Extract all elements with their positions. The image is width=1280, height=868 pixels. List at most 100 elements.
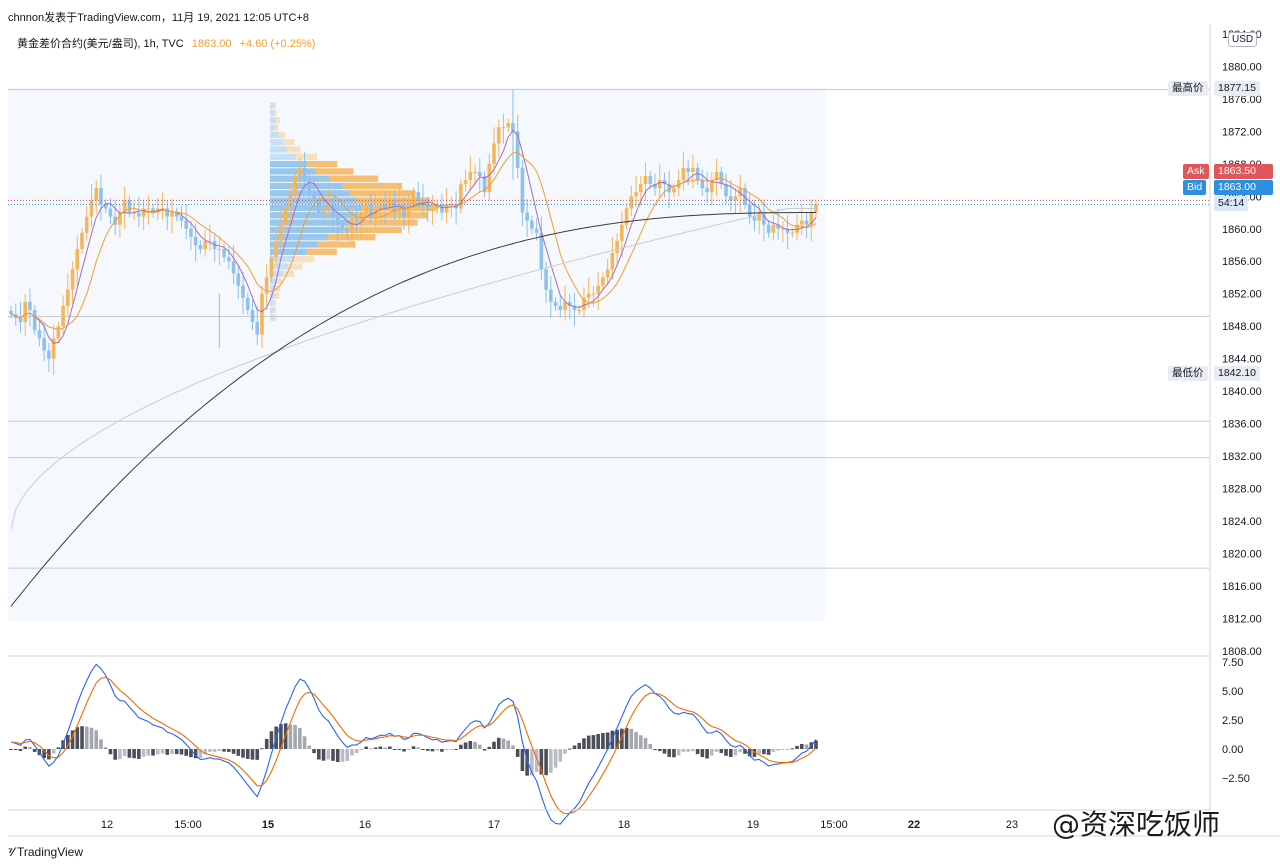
symbol-title: 黄金差价合约(美元/盎司), 1h, TVC [17, 38, 184, 50]
candle-body [563, 301, 567, 310]
macd-histogram-bar [473, 741, 477, 749]
candle-body [236, 273, 241, 286]
macd-histogram-bar [227, 749, 231, 752]
macd-histogram-bar [94, 730, 99, 749]
macd-histogram-bar [634, 732, 638, 749]
volume-profile-bar-down [270, 314, 274, 321]
volume-profile-bar-up [356, 212, 428, 219]
macd-histogram-bar [316, 749, 321, 760]
macd-histogram-bar [638, 735, 643, 749]
candle-body [444, 204, 449, 213]
symbol-legend[interactable]: 黄金差价合约(美元/盎司), 1h, TVC 1863.00 +4.60 (+0… [17, 35, 315, 51]
volume-profile-bar-down [270, 131, 279, 139]
time-axis[interactable]: 12 15:00 15 16 17 18 19 15:00 22 23 [101, 819, 1018, 831]
price-tick-label: 1848.00 [1222, 321, 1262, 333]
candle-body [245, 297, 250, 310]
candle-body [586, 293, 591, 298]
macd-histogram-bar [714, 749, 719, 752]
candle-body [9, 310, 13, 315]
candle-body [691, 167, 695, 172]
ma-mid-line [10, 151, 817, 330]
time-tick-label: 15:00 [820, 819, 848, 831]
candle-body [634, 192, 638, 197]
candle-body [515, 131, 520, 168]
macd-pane [9, 663, 818, 825]
macd-histogram-bar [477, 744, 482, 749]
macd-histogram-bar [184, 749, 189, 756]
macd-histogram-bar [359, 749, 364, 750]
candle-body [638, 184, 643, 193]
candle-body [553, 301, 558, 306]
candle-body [596, 285, 600, 294]
candle-body [75, 249, 80, 270]
candle-body [672, 188, 676, 193]
volume-profile-bar-down [270, 102, 274, 109]
macd-histogram-bar [350, 749, 354, 756]
candle-body [416, 192, 421, 201]
candle-body [525, 212, 529, 221]
candle-body [369, 204, 373, 217]
volume-profile-bar-down [270, 277, 277, 285]
candle-body [496, 127, 501, 144]
candle-body [728, 196, 733, 201]
macd-histogram-bar [676, 749, 681, 756]
macd-histogram-bar [444, 749, 449, 751]
volume-profile-bar-down [270, 190, 351, 197]
ma-long-line [10, 212, 816, 607]
volume-profile-bar-down [270, 270, 284, 277]
macd-histogram-bar [269, 731, 274, 749]
macd-histogram-bar [118, 749, 122, 760]
candle-body [56, 326, 61, 339]
price-tick-label: 1872.00 [1222, 126, 1262, 138]
candle-body [331, 204, 335, 217]
price-tick-label: 1844.00 [1222, 354, 1262, 366]
candle-body [653, 184, 657, 189]
candle-body [217, 249, 222, 251]
macd-histogram-bar [785, 749, 790, 750]
price-tick-label: 1812.00 [1222, 614, 1262, 626]
volume-profile-bar-up [278, 131, 286, 139]
candle-body [468, 171, 473, 181]
macd-histogram-bar [577, 742, 582, 749]
candle-body [724, 184, 728, 197]
volume-profile-bar-down [270, 117, 276, 124]
macd-histogram-bar [203, 749, 207, 755]
macd-histogram-bar [549, 749, 553, 773]
candle-body [743, 188, 747, 205]
candle-body [312, 192, 316, 201]
volume-profile-bar-up [306, 160, 338, 168]
macd-histogram-bar [245, 749, 250, 759]
macd-histogram-bar [747, 749, 752, 757]
macd-histogram-bar [719, 749, 724, 753]
currency-badge[interactable]: USD [1228, 32, 1258, 47]
candle-body [809, 212, 814, 225]
candle-body [776, 224, 780, 229]
time-tick-label: 18 [618, 819, 630, 831]
candle-body [530, 220, 534, 229]
candle-body [18, 318, 23, 323]
macd-histogram-bar [567, 748, 572, 750]
volume-profile-bar-down [270, 160, 307, 168]
publish-info: chnnon发表于TradingView.com，11月 19, 2021 12… [8, 12, 309, 24]
candle-body [643, 175, 648, 185]
candle-body [250, 309, 255, 323]
volume-profile-bar-up [306, 248, 337, 255]
tradingview-logo[interactable]: ⁷⁄ TradingView [8, 845, 83, 859]
candle-body [89, 200, 94, 217]
bar-countdown: 54:14 [1214, 196, 1249, 211]
macd-histogram-bar [601, 733, 605, 749]
macd-histogram-bar [108, 749, 113, 755]
candle-body [146, 208, 151, 210]
candle-body [241, 285, 245, 298]
price-axis[interactable]: 1808.00 1812.00 1816.00 1820.00 1824.00 1828.… [1222, 29, 1262, 658]
macd-histogram-bar [525, 749, 529, 776]
candle-body [222, 249, 226, 258]
macd-histogram-bar [113, 749, 117, 760]
candle-body [567, 301, 572, 306]
macd-histogram-bar [51, 749, 56, 754]
macd-histogram-bar [762, 749, 766, 755]
candle-body [487, 163, 492, 193]
volume-profile-bar-up [274, 124, 279, 131]
signal-line [10, 676, 817, 815]
